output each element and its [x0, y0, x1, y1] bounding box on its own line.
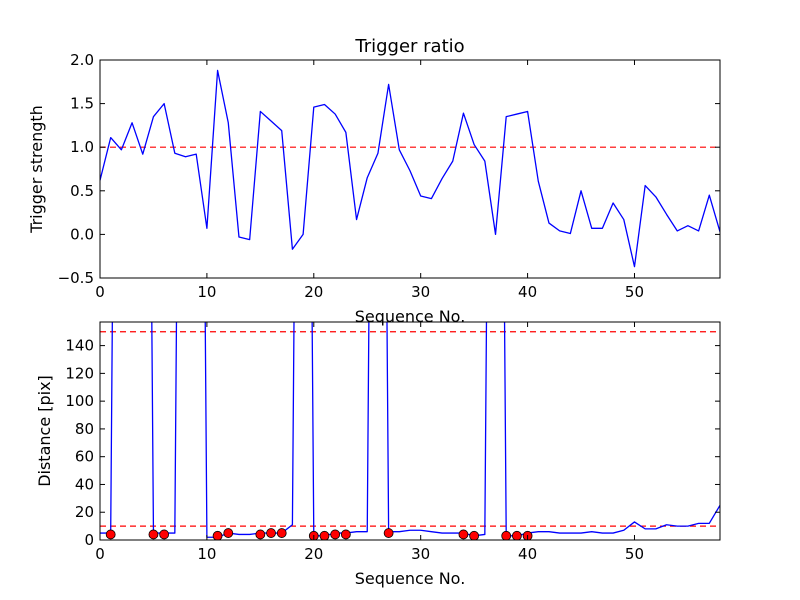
panel1-xtick-label: 20 [304, 283, 323, 301]
panel1-xtick-label: 30 [411, 283, 430, 301]
panel2-xtick-label: 50 [625, 545, 644, 563]
panel2-axes-frame [99, 321, 721, 541]
panel1-axes-frame [99, 59, 721, 279]
panel1-ytick-label: −0.5 [58, 269, 94, 287]
panel2-ytick-label: 0 [84, 531, 94, 549]
panel2-marker-point [340, 529, 351, 540]
panel2-xtick-label: 40 [518, 545, 537, 563]
panel2-marker-point [511, 530, 522, 540]
panel2-ytick-label: 60 [75, 448, 94, 466]
panel1-xtick-label: 50 [625, 283, 644, 301]
panel1-ytick-label: 1.0 [70, 138, 94, 156]
panel2-xtick-label: 10 [197, 545, 216, 563]
panel2-marker-point [266, 528, 276, 538]
panel1-title: Trigger ratio [354, 36, 464, 57]
panel1-ylabel: Trigger strength [27, 105, 46, 234]
panel2-marker-point [383, 528, 394, 538]
panel2-marker-point [469, 530, 480, 540]
panel2-marker-point [105, 529, 116, 540]
panel2-marker-point [148, 529, 159, 540]
panel2-xtick-label: 30 [411, 545, 430, 563]
panel1-xlabel: Sequence No. [355, 307, 466, 326]
panel2-marker-point [276, 528, 287, 538]
panel2-ytick-label: 40 [75, 475, 94, 493]
panel2-ytick-label: 80 [75, 420, 94, 438]
panel1-xtick-label: 0 [95, 283, 105, 301]
panel2-ytick-label: 20 [75, 503, 94, 521]
panel2-marker-point [501, 530, 512, 540]
panel1-plot-area [100, 69, 720, 268]
panel1-ytick-label: 0.5 [70, 182, 94, 200]
panel2-ytick-label: 140 [65, 337, 94, 355]
panel1-xtick-label: 10 [197, 283, 216, 301]
panel2-series-line [100, 322, 720, 538]
panel2-marker-point [212, 530, 223, 540]
panel1-xtick-label: 40 [518, 283, 537, 301]
panel2-marker-point [319, 530, 330, 540]
panel1-ytick-label: 2.0 [70, 51, 94, 69]
panel2-marker-point [255, 529, 266, 540]
panel2-xlabel: Sequence No. [355, 569, 466, 588]
panel2-marker-point [330, 529, 341, 540]
panel1-series-line [100, 69, 720, 268]
panel2-marker-point [223, 528, 234, 538]
panel1-ytick-label: 1.5 [70, 95, 94, 113]
panel2-marker-point [458, 529, 469, 540]
panel2-xtick-label: 20 [304, 545, 323, 563]
panel2-marker-point [159, 529, 170, 540]
panel1-ytick-label: 0.0 [70, 225, 94, 243]
panel2-xtick-label: 0 [95, 545, 105, 563]
panel2-plot-area [100, 322, 720, 540]
panel2-ylabel: Distance [pix] [35, 375, 54, 487]
panel2-ytick-label: 120 [65, 364, 94, 382]
panel2-ytick-label: 100 [65, 392, 94, 410]
